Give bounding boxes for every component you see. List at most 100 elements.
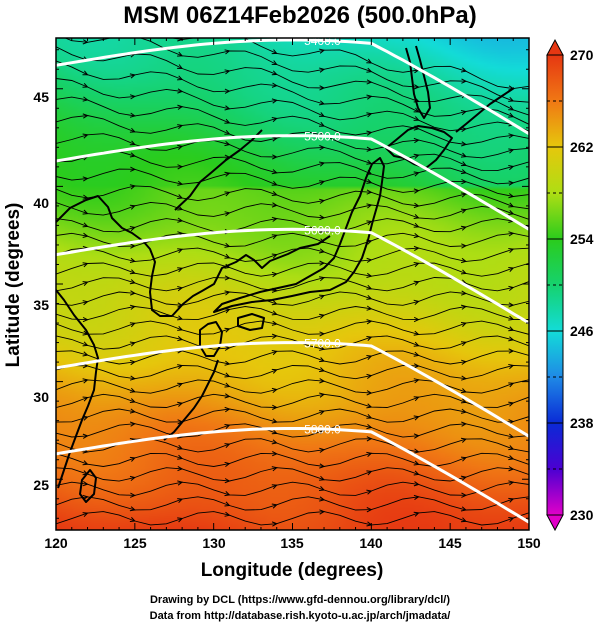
map-plot-area [56, 20, 529, 530]
streamline-arrowhead [319, 486, 326, 491]
streamline-arrowhead [82, 232, 89, 238]
streamline-arrowhead [366, 451, 373, 457]
streamline-arrowhead [271, 216, 278, 222]
colorbar-tick-label: 238 [570, 415, 594, 431]
contour-label: 5800.0 [304, 422, 341, 436]
streamline-arrowhead [271, 333, 278, 339]
coastlines [56, 45, 515, 503]
streamline-arrowhead [177, 248, 184, 254]
streamline-arrowhead [461, 243, 468, 249]
streamline-arrowhead [83, 20, 88, 24]
streamline-arrowhead [366, 336, 373, 341]
streamline-arrowhead [413, 97, 420, 103]
streamline-arrowhead [413, 330, 420, 336]
streamline-arrowhead [508, 445, 515, 451]
streamline-arrowhead [319, 345, 326, 351]
streamline-arrowhead [177, 315, 184, 321]
streamline-arrowhead [366, 220, 373, 226]
streamline-arrowhead [508, 148, 515, 154]
streamline-arrowhead [413, 433, 420, 439]
colorbar-extend-max-arrow [546, 38, 564, 56]
streamline-arrowhead [129, 127, 136, 133]
streamline-arrowhead [224, 88, 231, 94]
streamline-arrowhead [508, 165, 515, 171]
streamline-arrowhead [508, 433, 515, 439]
streamline-arrowhead [82, 330, 89, 336]
streamline-arrowhead [177, 144, 184, 150]
streamline-arrowhead [319, 100, 326, 106]
streamline-arrowhead [129, 112, 136, 118]
streamline-arrowhead [319, 180, 326, 186]
streamline-arrowhead [508, 480, 515, 486]
streamline-arrowhead [271, 253, 278, 259]
streamline-arrowhead [413, 214, 420, 219]
streamline-arrowhead [366, 178, 373, 184]
streamline-arrowhead [319, 294, 326, 300]
streamline-arrowhead [460, 475, 467, 481]
streamline-arrowhead [82, 39, 89, 45]
streamline-arrowhead [508, 210, 515, 215]
streamline-arrowhead [366, 413, 373, 419]
streamline-arrowhead [129, 408, 136, 414]
streamline-arrowhead [366, 94, 373, 100]
tick-marks [55, 38, 530, 530]
streamline-arrowhead [319, 161, 326, 167]
streamline-arrowhead [366, 436, 373, 442]
streamline-arrowhead [82, 176, 89, 182]
streamline-arrowhead [508, 231, 515, 237]
streamline-arrowhead [508, 285, 515, 291]
streamline-arrowhead [224, 511, 231, 517]
streamline-arrowhead [413, 363, 420, 369]
x-tick-label: 130 [202, 535, 226, 551]
coastline-asia [56, 195, 331, 317]
streamline-arrowhead [224, 443, 231, 449]
streamline-arrowhead [82, 512, 89, 518]
streamline-arrowhead [177, 124, 184, 130]
streamline-arrowhead [413, 153, 420, 159]
streamline-arrowhead [319, 331, 326, 337]
streamline-arrowhead [130, 492, 136, 498]
streamline-arrowhead [271, 350, 278, 356]
streamline-arrowhead [366, 67, 373, 73]
streamline-arrowhead [366, 403, 373, 409]
streamline-arrowhead [508, 133, 515, 139]
streamline-arrowhead [460, 388, 467, 394]
streamline-arrowhead [82, 415, 89, 421]
streamline-arrowhead [129, 359, 136, 366]
streamline-arrowhead [318, 248, 326, 254]
streamline-arrowhead [82, 96, 89, 102]
streamline-arrowhead [508, 364, 515, 370]
streamline-arrowhead [413, 378, 420, 384]
streamline-arrowhead [460, 408, 468, 414]
streamline-arrowhead [271, 429, 278, 435]
streamline-arrowhead [413, 262, 420, 268]
streamline-arrowhead [271, 287, 278, 293]
streamline-arrowhead [271, 387, 278, 393]
streamline-arrowhead [461, 178, 468, 185]
colorbar-tick-label: 246 [570, 323, 594, 339]
streamline-arrowhead [130, 290, 136, 296]
colorbar-tick-label: 270 [570, 47, 594, 63]
streamline-arrowhead [319, 496, 326, 502]
streamline-arrowhead [508, 336, 515, 342]
streamline-arrowhead [366, 390, 373, 396]
streamline-arrowhead [82, 494, 89, 501]
streamline-arrowhead [413, 84, 420, 90]
streamline-arrowhead [224, 275, 231, 281]
x-tick-label: 120 [44, 535, 68, 551]
streamline-arrowhead [177, 286, 184, 292]
y-tick-label: 40 [33, 195, 49, 211]
streamline-arrowhead [413, 511, 420, 517]
streamline-arrowhead [366, 507, 373, 513]
streamline-arrowhead [413, 202, 420, 209]
streamline-arrowhead [224, 478, 231, 484]
streamline-arrowhead [366, 319, 373, 325]
streamline-arrowhead [271, 466, 278, 472]
streamline-arrowhead [130, 166, 136, 172]
streamline-arrowhead [366, 257, 373, 263]
streamline-arrowhead [129, 387, 136, 393]
height-contour-line [56, 227, 529, 325]
streamline-arrowhead [224, 382, 231, 388]
streamline-arrowhead [224, 263, 231, 269]
streamline-arrowhead [224, 406, 231, 413]
